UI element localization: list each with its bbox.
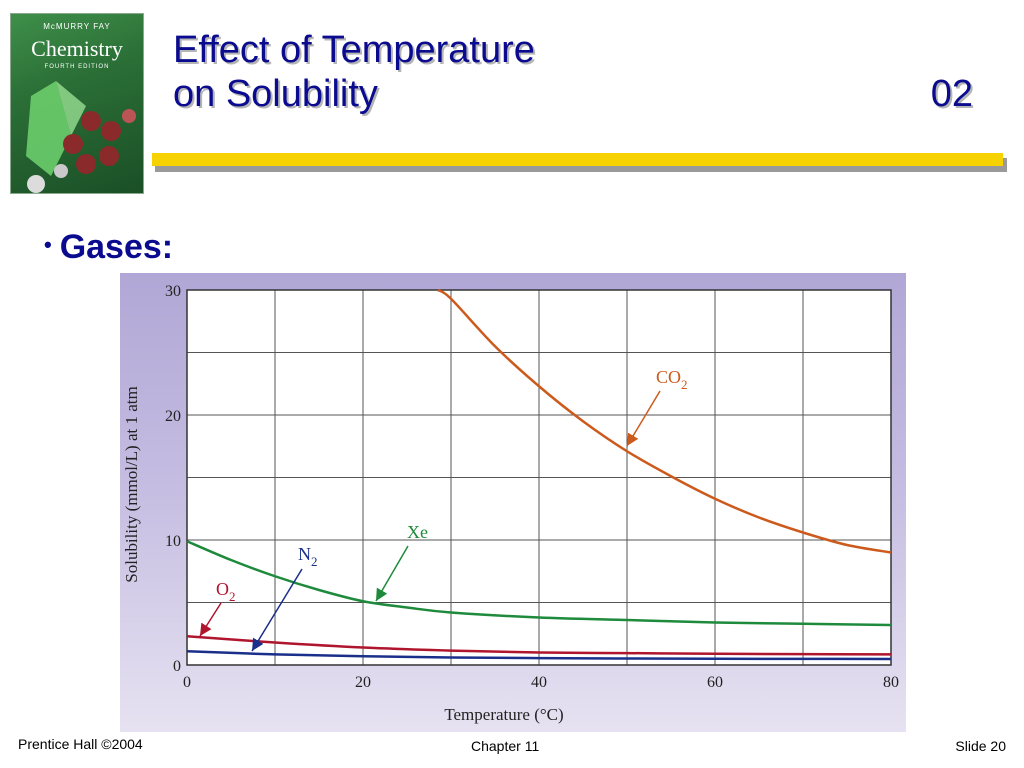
series-pointer-n2: [251, 568, 303, 652]
series-line-o2: [186, 635, 892, 656]
solubility-chart: 0 20 40 60 80 0 10 20 30 Temperature (°C) Solubili…: [120, 273, 906, 732]
title-rule: [152, 153, 1003, 166]
x-tick-label: 80: [883, 674, 899, 691]
cover-edition: FOURTH EDITION: [44, 64, 110, 70]
bullet-dot: •: [44, 232, 52, 257]
x-tick-label: 40: [531, 674, 547, 691]
x-axis-title: Temperature (°C): [444, 705, 563, 724]
slide-code: 02: [930, 73, 973, 115]
y-tick-label: 20: [165, 408, 181, 425]
chart-canvas: 0 20 40 60 80 0 10 20 30 Temperature (°C) Solubili…: [122, 283, 899, 724]
cover-title: Chemistry: [31, 36, 123, 61]
series-pointer-o2: [199, 602, 222, 637]
bullet-text: Gases:: [59, 228, 174, 266]
footer-chapter: Chapter 11: [471, 738, 540, 754]
series-line-co2: [437, 288, 892, 554]
series-label-xe: Xe: [407, 522, 428, 542]
bullet-item: • Gases:: [44, 225, 173, 267]
series-line-xe: [186, 540, 892, 627]
y-tick-label: 10: [165, 533, 181, 550]
cover-authors: McMURRY FAY: [43, 22, 111, 31]
series-label-co2: CO2: [656, 367, 688, 392]
series-pointer-co2: [626, 390, 661, 447]
molecule-crystal-artwork: [26, 81, 136, 193]
series-line-n2: [186, 650, 892, 661]
footer-slide-number: Slide 20: [955, 738, 1006, 754]
x-tick-label: 60: [707, 674, 723, 691]
plot-frame: [186, 289, 892, 666]
series-pointer-xe: [375, 545, 409, 602]
series-label-n2: N2: [298, 544, 318, 569]
x-tick-label: 0: [183, 674, 191, 691]
slide-title-line-1: Effect of Temperature: [173, 29, 535, 71]
y-tick-label: 0: [173, 658, 181, 675]
slide-title-line-2: on Solubility: [173, 73, 378, 115]
slide-title: Effect of Temperature on Solubility: [173, 28, 983, 116]
y-axis-title: Solubility (mmol/L) at 1 atm: [122, 386, 141, 582]
x-tick-label: 20: [355, 674, 371, 691]
footer-publisher: Prentice Hall ©2004: [18, 736, 143, 752]
textbook-cover-image: McMURRY FAY Chemistry FOURTH EDITION: [10, 13, 144, 194]
y-tick-label: 30: [165, 283, 181, 300]
series-label-o2: O2: [216, 579, 236, 604]
